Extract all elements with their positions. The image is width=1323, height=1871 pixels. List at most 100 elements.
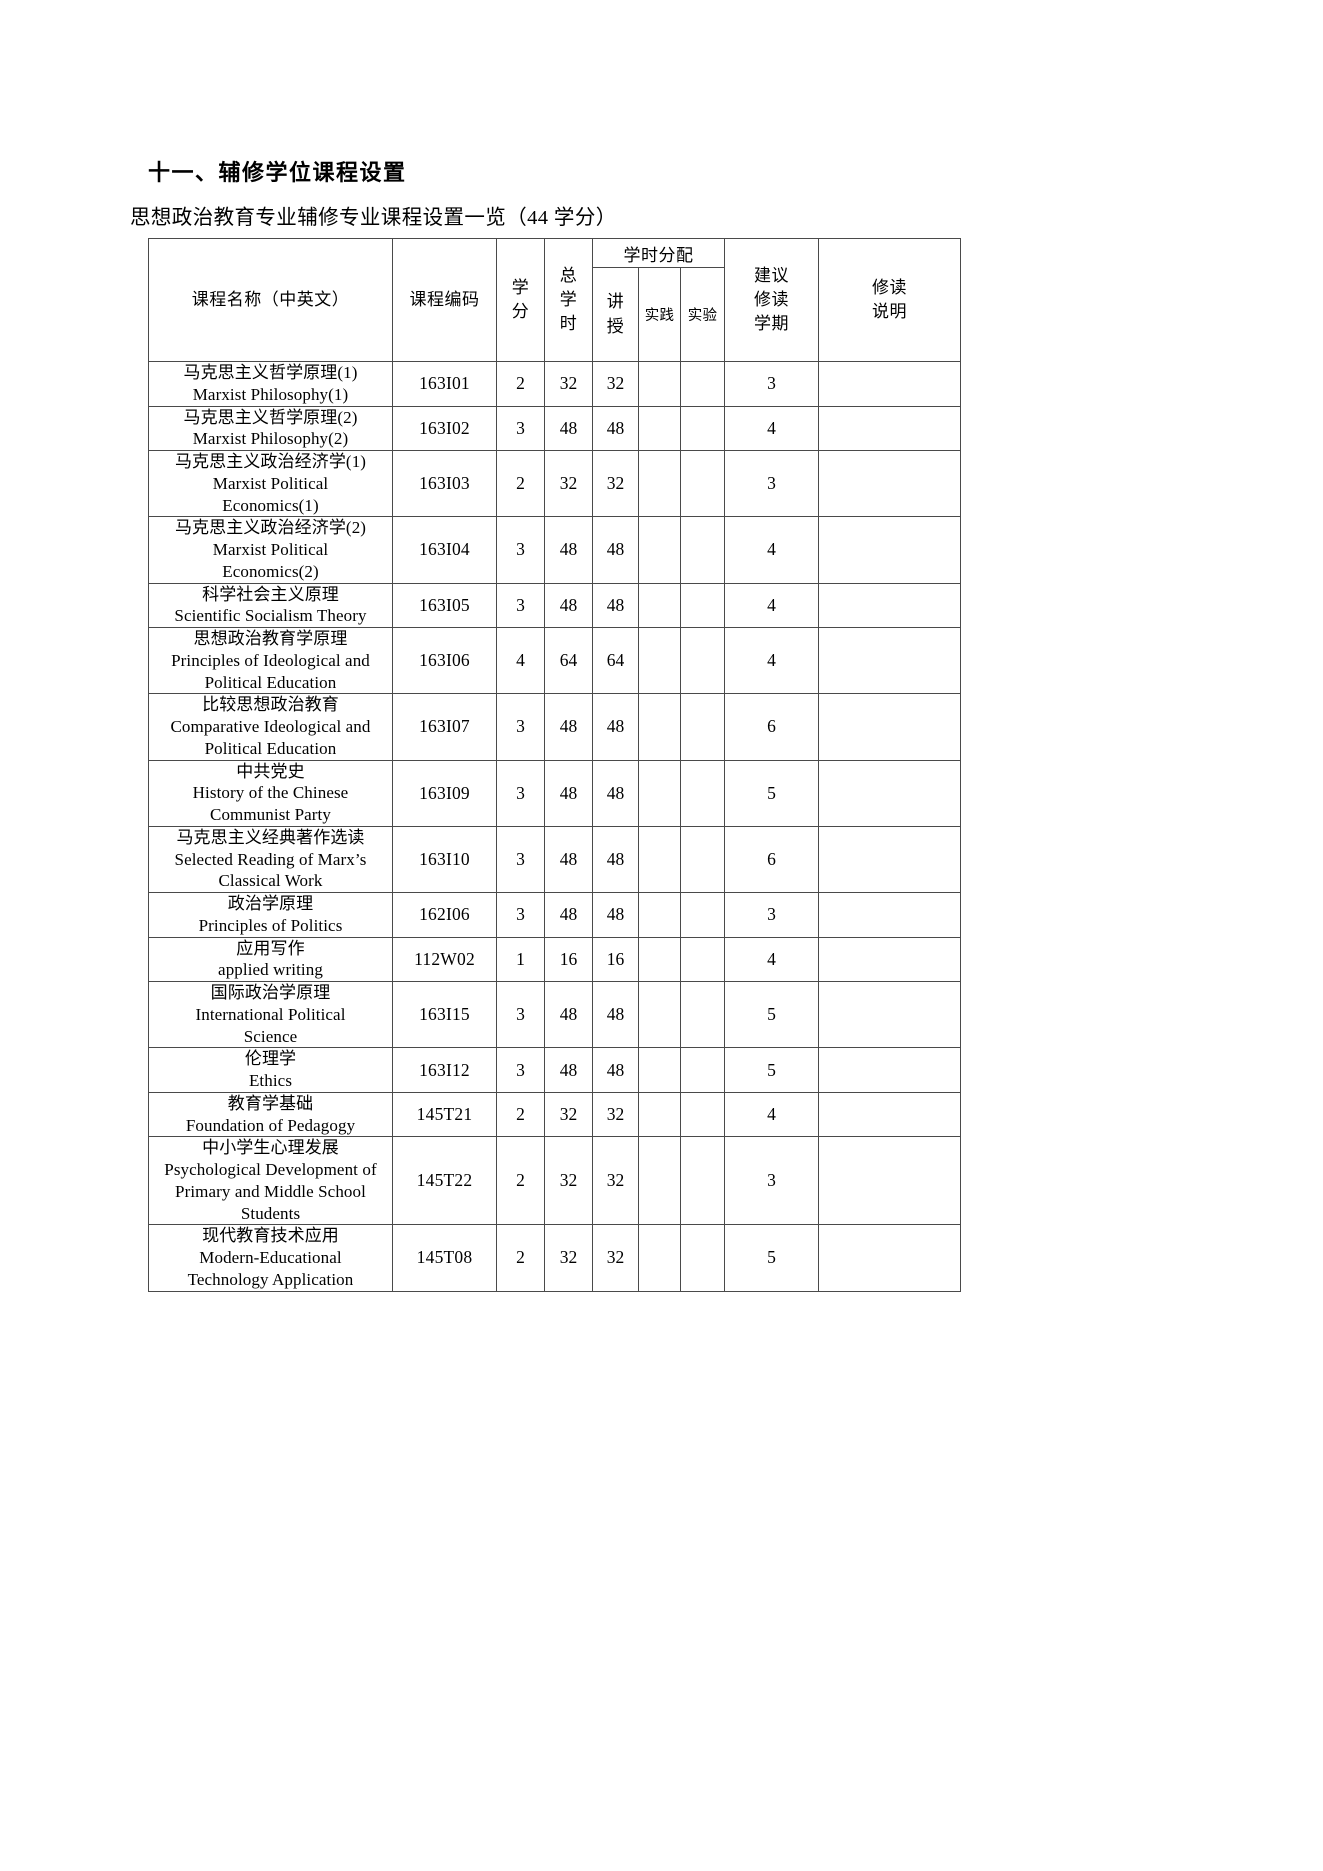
course-name-en-line: Marxist Political	[212, 540, 329, 559]
th-lecture-line2: 授	[606, 316, 625, 336]
cell-credit: 3	[496, 980, 545, 1049]
cell-suggested-semester: 4	[724, 936, 820, 982]
table-row: 中共党史 History of the Chinese Communist Part…	[148, 759, 962, 827]
minor-degree-course-table: 课程名称（中英文） 课程编码 学 分 总 学 时 学时分配 建议 修读 学期	[148, 238, 962, 1292]
cell-total-hours: 32	[544, 1136, 593, 1226]
cell-total-hours: 64	[544, 626, 593, 695]
table-row: 马克思主义政治经济学(1) Marxist Political Economics(…	[148, 449, 962, 518]
cell-study-note	[818, 892, 962, 938]
cell-experiment-hours	[679, 405, 726, 451]
th-lecture: 讲 授	[592, 267, 639, 362]
th-hour-allocation: 学时分配	[591, 238, 726, 268]
th-total-hours: 总 学 时	[544, 238, 593, 362]
cell-suggested-semester: 6	[724, 693, 820, 761]
course-name-cn: 马克思主义政治经济学(1)	[174, 452, 367, 471]
cell-credit: 2	[496, 361, 545, 407]
table-row: 马克思主义政治经济学(2) Marxist Political Economics(…	[148, 516, 962, 584]
cell-practice-hours	[638, 405, 681, 451]
cell-experiment-hours	[679, 449, 726, 518]
cell-lecture-hours: 32	[592, 361, 639, 407]
cell-course-code: 162I06	[392, 892, 497, 938]
cell-credit: 2	[496, 1091, 545, 1138]
th-total-hours-line3: 时	[559, 314, 578, 334]
cell-credit: 2	[496, 1136, 545, 1226]
cell-practice-hours	[638, 1136, 681, 1226]
cell-course-name: 马克思主义哲学原理(2) Marxist Philosophy(2)	[148, 405, 393, 451]
cell-study-note	[818, 582, 962, 628]
cell-course-code: 163I12	[392, 1047, 497, 1093]
cell-lecture-hours: 48	[592, 825, 639, 894]
cell-study-note	[818, 626, 962, 695]
cell-credit: 3	[496, 825, 545, 894]
cell-course-code: 163I07	[392, 693, 497, 761]
course-name-en-line: Technology Application	[187, 1269, 354, 1289]
table-row: 比较思想政治教育 Comparative Ideological and Polit…	[148, 693, 962, 761]
th-total-hours-line2: 学	[559, 289, 578, 309]
cell-experiment-hours	[679, 516, 726, 584]
cell-course-code: 163I15	[392, 980, 497, 1049]
cell-total-hours: 48	[544, 825, 593, 894]
cell-experiment-hours	[679, 1047, 726, 1093]
course-name-cn: 科学社会主义原理	[202, 584, 339, 604]
cell-suggested-semester: 6	[724, 825, 820, 894]
cell-lecture-hours: 48	[592, 892, 639, 938]
cell-study-note	[818, 1136, 962, 1226]
cell-course-name: 马克思主义政治经济学(1) Marxist Political Economics(…	[148, 449, 393, 518]
cell-experiment-hours	[679, 1224, 726, 1292]
cell-practice-hours	[638, 626, 681, 695]
cell-experiment-hours	[679, 892, 726, 938]
cell-total-hours: 32	[544, 1091, 593, 1138]
course-name-en-line: Comparative Ideological and	[170, 717, 371, 736]
course-name-cn: 中小学生心理发展	[202, 1138, 339, 1158]
course-name-en-line: Marxist Political	[212, 473, 329, 493]
cell-study-note	[818, 1224, 962, 1292]
cell-experiment-hours	[679, 980, 726, 1049]
cell-course-name: 国际政治学原理 International Political Science	[148, 980, 393, 1049]
cell-course-code: 145T08	[392, 1224, 497, 1292]
th-credit-line1: 学	[511, 277, 530, 297]
cell-total-hours: 48	[544, 980, 593, 1049]
cell-lecture-hours: 48	[592, 582, 639, 628]
cell-total-hours: 48	[544, 1047, 593, 1093]
cell-lecture-hours: 32	[592, 1136, 639, 1226]
table-row: 现代教育技术应用 Modern-Educational Technology App…	[148, 1224, 962, 1292]
course-name-en-line: Foundation of Pedagogy	[185, 1115, 356, 1135]
cell-lecture-hours: 16	[592, 936, 639, 982]
course-name-cn: 中共党史	[236, 761, 305, 781]
course-name-cn: 应用写作	[236, 938, 305, 958]
th-note-line1: 修读	[872, 277, 908, 297]
th-semester-line2: 修读	[754, 289, 790, 309]
cell-lecture-hours: 48	[592, 759, 639, 827]
table-row: 马克思主义哲学原理(1) Marxist Philosophy(1) 163I01 2…	[148, 361, 962, 407]
cell-lecture-hours: 64	[592, 626, 639, 695]
th-semester-line3: 学期	[754, 314, 790, 334]
cell-total-hours: 48	[544, 582, 593, 628]
cell-course-code: 163I03	[392, 449, 497, 518]
cell-lecture-hours: 48	[592, 693, 639, 761]
cell-course-code: 163I02	[392, 405, 497, 451]
cell-credit: 3	[496, 693, 545, 761]
cell-study-note	[818, 449, 962, 518]
cell-course-code: 163I06	[392, 626, 497, 695]
cell-course-code: 145T21	[392, 1091, 497, 1138]
course-name-en-line: Modern-Educational	[199, 1248, 342, 1267]
header-row-sub: 讲 授 实践 实验	[149, 267, 961, 362]
cell-suggested-semester: 5	[724, 1047, 820, 1093]
cell-credit: 1	[496, 936, 545, 982]
course-name-cn: 马克思主义哲学原理(1)	[183, 363, 358, 382]
cell-experiment-hours	[679, 361, 726, 407]
cell-lecture-hours: 48	[592, 1047, 639, 1093]
course-name-cn: 马克思主义政治经济学(2)	[174, 518, 367, 538]
course-name-en-line: Economics(1)	[222, 495, 319, 515]
cell-suggested-semester: 3	[724, 892, 820, 938]
cell-suggested-semester: 4	[724, 1091, 820, 1138]
cell-suggested-semester: 4	[724, 405, 820, 451]
course-name-en-line: Classical Work	[218, 871, 323, 891]
cell-practice-hours	[638, 361, 681, 407]
cell-study-note	[818, 405, 962, 451]
cell-experiment-hours	[679, 825, 726, 894]
course-name-en-line: Ethics	[248, 1071, 293, 1090]
cell-experiment-hours	[679, 936, 726, 982]
course-name-cn: 思想政治教育学原理	[193, 629, 348, 648]
cell-study-note	[818, 759, 962, 827]
